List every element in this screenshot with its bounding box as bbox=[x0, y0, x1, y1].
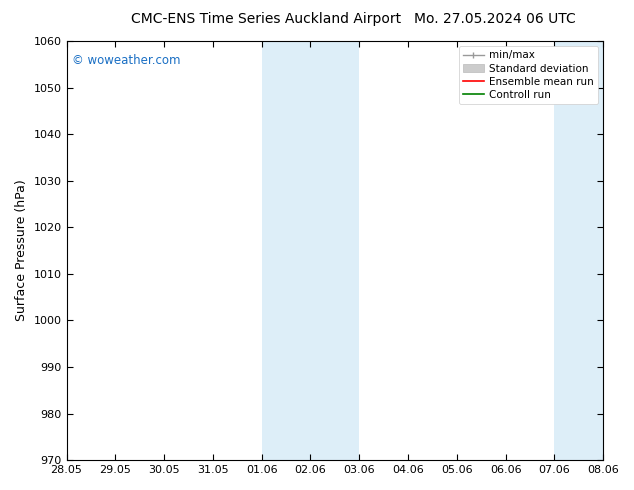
Text: CMC-ENS Time Series Auckland Airport: CMC-ENS Time Series Auckland Airport bbox=[131, 12, 401, 26]
Legend: min/max, Standard deviation, Ensemble mean run, Controll run: min/max, Standard deviation, Ensemble me… bbox=[459, 46, 598, 104]
Bar bbox=[554, 41, 603, 460]
Y-axis label: Surface Pressure (hPa): Surface Pressure (hPa) bbox=[15, 180, 28, 321]
Bar bbox=[262, 41, 359, 460]
Text: Mo. 27.05.2024 06 UTC: Mo. 27.05.2024 06 UTC bbox=[413, 12, 576, 26]
Text: © woweather.com: © woweather.com bbox=[72, 53, 181, 67]
